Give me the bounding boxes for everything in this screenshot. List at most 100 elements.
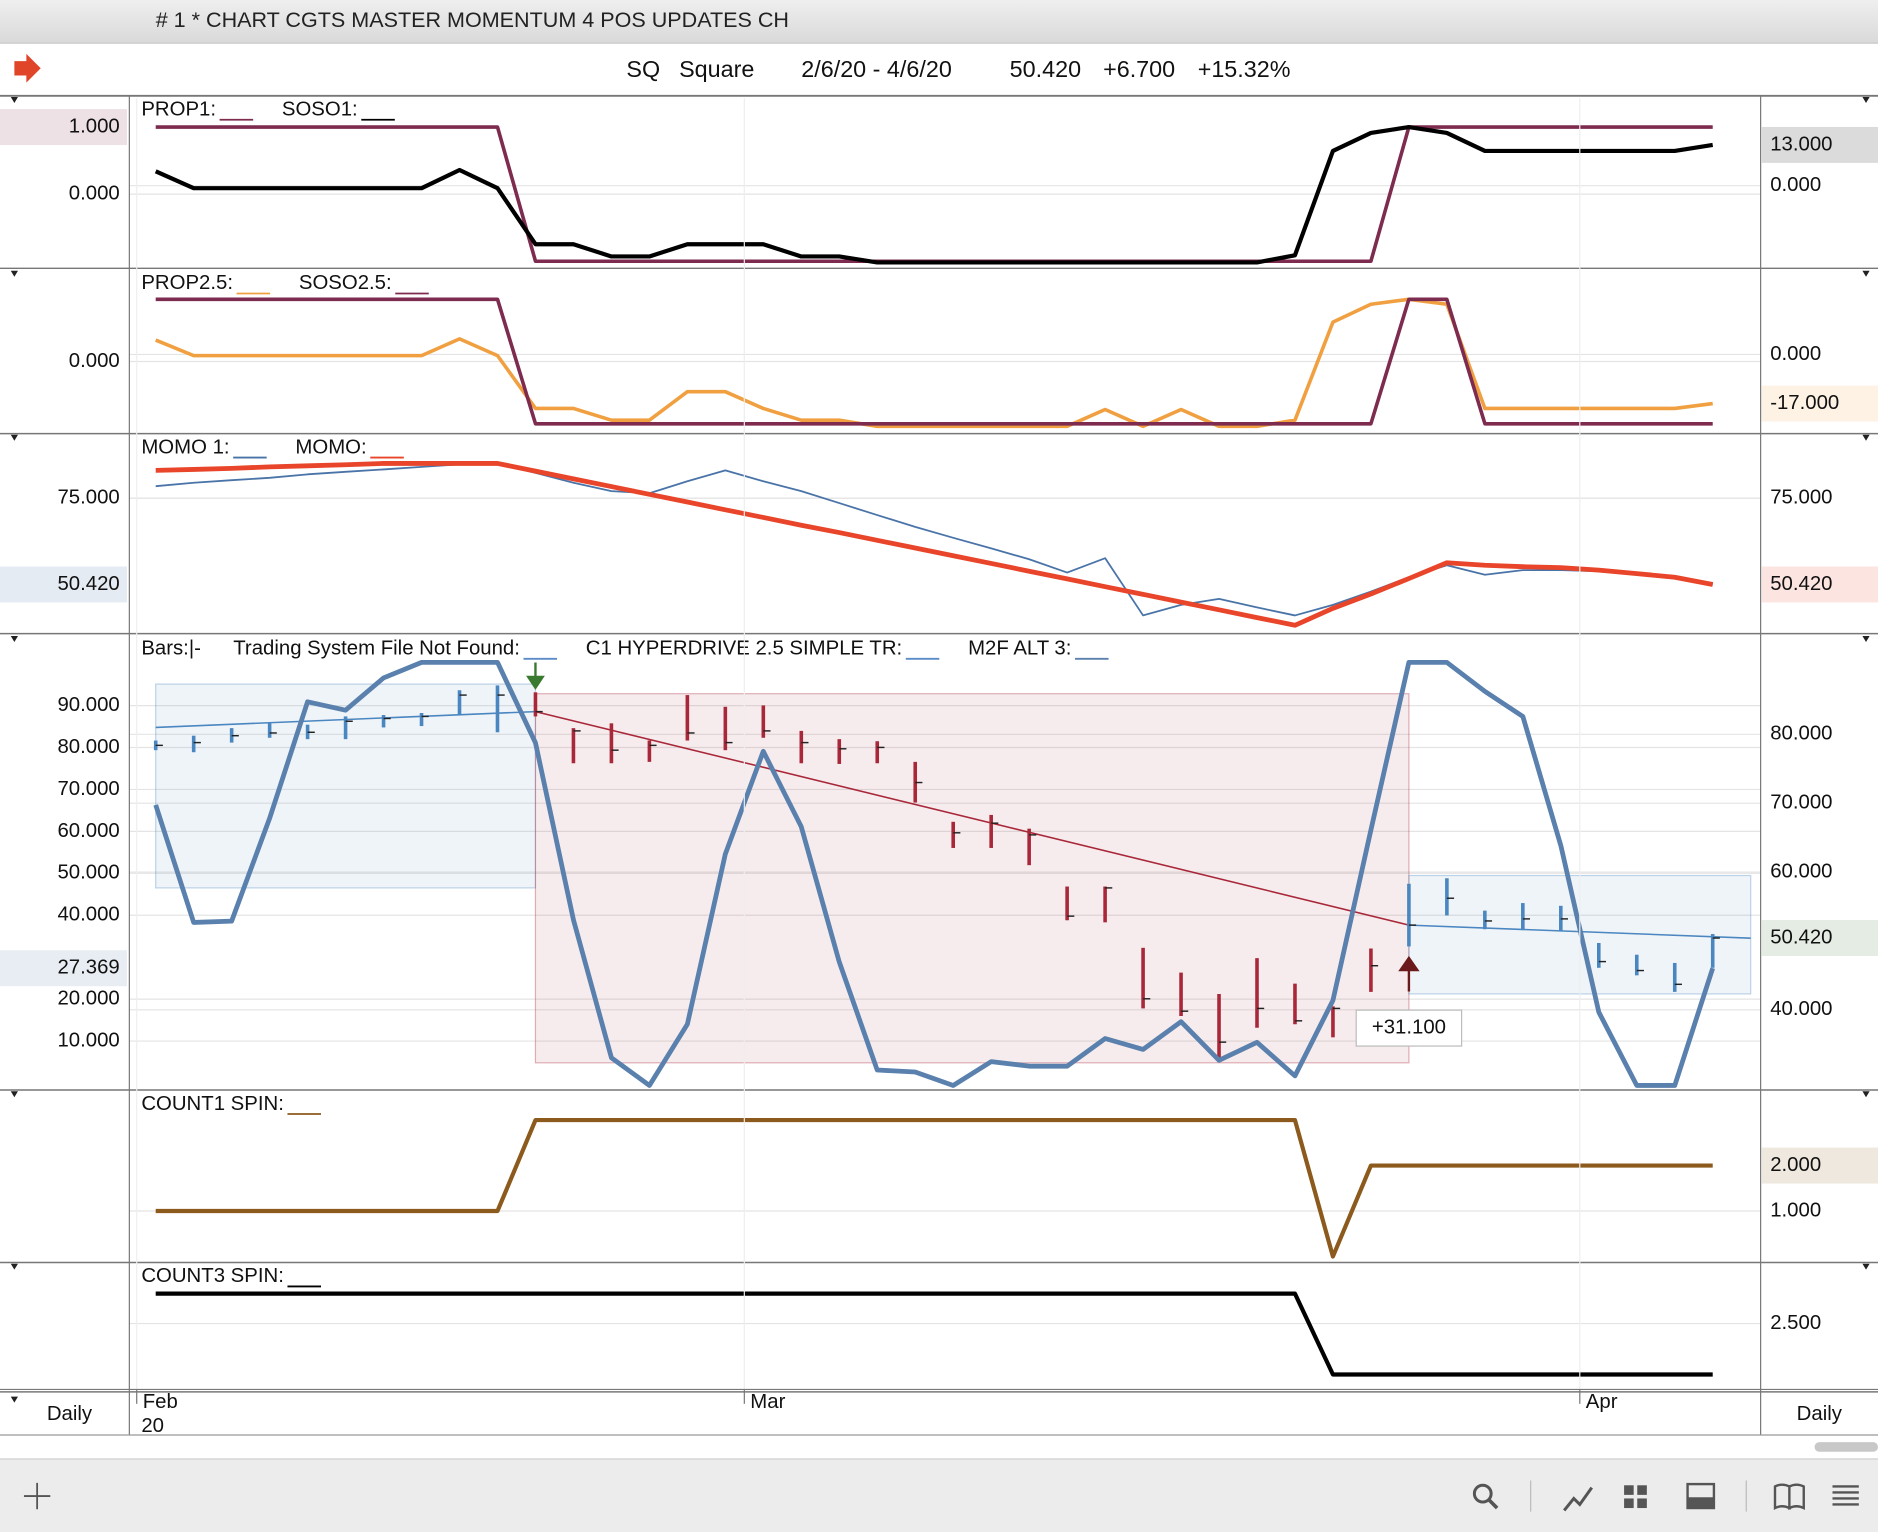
panel-menu-arrow[interactable] <box>1862 1091 1870 1098</box>
legend-label: MOMO: <box>295 436 366 458</box>
y2-tick-label: 60.000 <box>1770 860 1832 882</box>
panel-menu-arrow[interactable] <box>1862 270 1870 277</box>
entry-arrow <box>1398 955 1420 992</box>
last-value-box <box>1761 566 1878 603</box>
panel-button[interactable] <box>1686 1482 1716 1510</box>
y2-tick-label: 40.000 <box>1770 998 1832 1020</box>
y-tick-label: 0.000 <box>69 183 120 205</box>
legend-label: M2F ALT 3: <box>968 638 1071 660</box>
symbol: SQ <box>626 56 660 82</box>
price-change: +6.700 <box>1103 56 1175 82</box>
legend-label: Trading System File Not Found: <box>233 638 520 660</box>
window-title: # 1 * CHART CGTS MASTER MOMENTUM 4 POS U… <box>156 7 789 32</box>
y-tick-label: 75.000 <box>57 487 119 509</box>
y-tick-label: 90.000 <box>57 694 119 716</box>
series-line <box>154 124 1714 265</box>
last-value-label: 13.000 <box>1770 133 1832 155</box>
grid-icon[interactable] <box>1624 1485 1634 1495</box>
panel-menu-arrow[interactable] <box>1862 97 1870 104</box>
y2-tick-label: 2.500 <box>1770 1312 1821 1334</box>
trade-region <box>534 693 1410 1064</box>
last-value-box <box>1761 126 1878 163</box>
grid-icon[interactable] <box>1624 1498 1634 1509</box>
entry-arrow <box>526 662 545 690</box>
legend-label: COUNT3 SPIN: <box>141 1265 284 1287</box>
y-tick-label: 80.000 <box>57 736 119 758</box>
legend-label: PROP2.5: <box>141 272 233 294</box>
last-price: 50.420 <box>1010 56 1081 82</box>
grid-icon[interactable] <box>1637 1485 1647 1495</box>
add-button[interactable] <box>23 1482 51 1510</box>
scrollbar[interactable] <box>1814 1442 1878 1452</box>
last-value-box <box>1761 920 1878 957</box>
series-line <box>155 1117 1713 1259</box>
panel-menu-arrow[interactable] <box>10 636 18 643</box>
legend-label: Bars:|- <box>141 638 201 660</box>
year-label: 20 <box>141 1415 164 1437</box>
last-value-label: 50.420 <box>57 573 119 595</box>
menu-button[interactable] <box>1832 1485 1859 1506</box>
percent-change: +15.32% <box>1198 56 1291 82</box>
series-line <box>153 659 1715 1088</box>
x-tick-label: Mar <box>750 1391 785 1413</box>
last-value-box <box>0 950 127 987</box>
y-tick-label: 40.000 <box>57 904 119 926</box>
series-line <box>155 1291 1713 1377</box>
panel-icon[interactable] <box>1687 1497 1714 1509</box>
last-value-label: 50.420 <box>1770 926 1832 948</box>
legend-label: MOMO 1: <box>141 436 229 458</box>
y2-tick-label: 75.000 <box>1770 487 1832 509</box>
x-tick-label: Feb <box>143 1391 178 1413</box>
interval-left[interactable]: Daily <box>47 1403 93 1425</box>
book-button[interactable] <box>1773 1483 1805 1510</box>
panel-menu-arrow[interactable] <box>10 1263 18 1270</box>
panel-menu-arrow[interactable] <box>10 97 18 104</box>
y2-tick-label: 70.000 <box>1770 792 1832 814</box>
profit-box <box>1355 1009 1463 1047</box>
search-icon[interactable] <box>1487 1498 1499 1510</box>
last-value-label: 50.420 <box>1770 573 1832 595</box>
panel-menu-arrow[interactable] <box>10 1091 18 1098</box>
last-value-label: 2.000 <box>1770 1154 1821 1176</box>
company-name: Square <box>679 56 754 82</box>
panel-menu-arrow[interactable] <box>1862 434 1870 441</box>
x-tick-label: Apr <box>1586 1391 1618 1413</box>
y2-tick-label: 0.000 <box>1770 174 1821 196</box>
date-range: 2/6/20 - 4/6/20 <box>801 56 952 82</box>
search-icon[interactable] <box>1472 1483 1493 1504</box>
last-value-label: 27.369 <box>57 957 119 979</box>
legend-label: PROP1: <box>141 99 216 121</box>
last-value-box <box>1761 385 1878 422</box>
dropdown-arrow[interactable] <box>10 1396 18 1403</box>
chart-button[interactable] <box>1563 1486 1593 1512</box>
link-arrow-icon[interactable] <box>14 53 41 83</box>
panel-menu-arrow[interactable] <box>10 270 18 277</box>
panel-menu-arrow[interactable] <box>1862 636 1870 643</box>
panel-menu-arrow[interactable] <box>1862 1263 1870 1270</box>
legend-label: COUNT1 SPIN: <box>141 1093 284 1115</box>
title-bar <box>0 0 1878 44</box>
last-value-label: 1.000 <box>69 115 120 137</box>
y2-tick-label: 0.000 <box>1770 343 1821 365</box>
panel-menu-arrow[interactable] <box>10 434 18 441</box>
y2-tick-label: 1.000 <box>1770 1199 1821 1221</box>
last-value-box <box>1761 1147 1878 1184</box>
grid-icon[interactable] <box>1637 1498 1647 1509</box>
y2-tick-label: 80.000 <box>1770 723 1832 745</box>
series-line <box>155 297 1713 426</box>
profit-label: +31.100 <box>1372 1016 1446 1038</box>
chart-area: 0.000 0.000 PROP1: SOSO1: 1.000 13.000 0.000 0.… <box>0 97 1878 1413</box>
y-tick-label: 20.000 <box>57 988 119 1010</box>
search-button[interactable] <box>1472 1483 1499 1510</box>
y-tick-label: 0.000 <box>69 350 120 372</box>
y-tick-label: 60.000 <box>57 820 119 842</box>
toolbar <box>0 1458 1878 1532</box>
interval-right[interactable]: Daily <box>1797 1403 1843 1425</box>
y-tick-label: 50.000 <box>57 862 119 884</box>
series-line <box>155 461 1714 628</box>
legend-label: SOSO2.5: <box>299 272 392 294</box>
grid-button[interactable] <box>1624 1485 1647 1509</box>
trend-line <box>535 710 1410 926</box>
